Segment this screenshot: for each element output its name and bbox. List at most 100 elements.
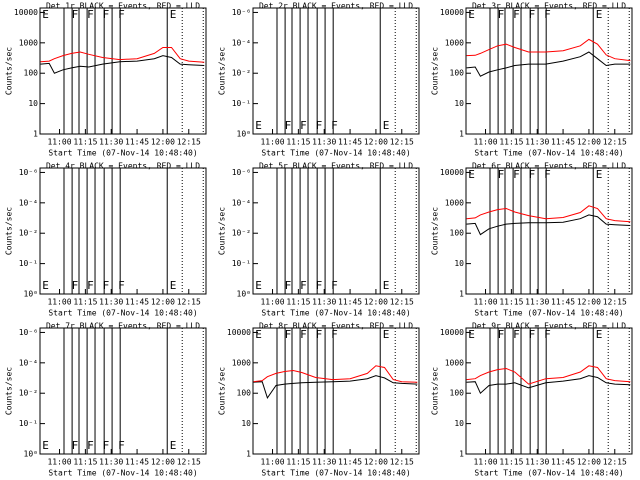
y-tick-label: 1000 (445, 198, 464, 207)
annotation: F (87, 279, 94, 292)
y-tick-label: 100 (24, 69, 39, 78)
y-tick-label: 10000 (14, 8, 38, 17)
series-line (466, 375, 631, 395)
annotation: F (285, 328, 292, 341)
annotation: F (316, 119, 323, 132)
annotation: F (72, 439, 79, 452)
series-line (40, 55, 205, 74)
annotation: F (118, 279, 125, 292)
y-axis-label: Counts/sec (5, 207, 14, 255)
x-axis-label: Start Time (07-Nov-14 10:48:40) (261, 469, 410, 478)
annotation: F (118, 8, 125, 21)
y-axis-label: Counts/sec (5, 367, 14, 415)
x-tick-label: 11:30 (525, 298, 549, 307)
x-tick-label: 11:15 (73, 458, 97, 467)
x-tick-label: 11:00 (260, 138, 284, 147)
annotation: F (316, 328, 323, 341)
chart-title: Det 8r BLACK = Events, RED = LLD (259, 322, 413, 331)
x-tick-label: 11:45 (125, 138, 149, 147)
y-tick-label: 1 (459, 450, 464, 459)
annotation: F (72, 279, 79, 292)
y-tick-label: 10 (241, 419, 251, 428)
series-line (466, 205, 631, 223)
series-line (253, 375, 418, 400)
annotation: F (331, 279, 338, 292)
y-tick-label: 10 (454, 259, 464, 268)
x-tick-label: 12:15 (177, 298, 201, 307)
y-tick-label: 100 (237, 389, 252, 398)
plot-frame (252, 7, 420, 135)
x-tick-label: 11:00 (473, 138, 497, 147)
series-line (40, 47, 205, 63)
y-tick-label: 1 (246, 450, 251, 459)
x-tick-label: 12:15 (177, 138, 201, 147)
y-tick-label: 1 (459, 290, 464, 299)
annotation: F (300, 328, 307, 341)
annotation: F (300, 279, 307, 292)
annotation: F (300, 119, 307, 132)
y-axis-label: Counts/sec (218, 367, 227, 415)
plot-frame (252, 167, 420, 295)
y-tick-label: 10⁻¹ (19, 259, 38, 268)
annotation: E (596, 328, 603, 341)
annotation: E (468, 168, 475, 181)
annotation: E (596, 8, 603, 21)
y-tick-label: 100 (450, 229, 465, 238)
x-tick-label: 11:45 (338, 138, 362, 147)
y-tick-label: 10⁻⁶ (232, 168, 251, 177)
y-tick-label: 1000 (445, 358, 464, 367)
x-axis-label: Start Time (07-Nov-14 10:48:40) (261, 149, 410, 158)
annotation: F (544, 328, 551, 341)
y-tick-label: 10⁻² (19, 229, 38, 238)
y-tick-label: 1 (33, 130, 38, 139)
plot-frame (39, 327, 207, 455)
annotation: E (596, 168, 603, 181)
x-tick-label: 11:30 (312, 138, 336, 147)
y-tick-label: 100 (450, 389, 465, 398)
annotation: E (383, 279, 390, 292)
series-line (466, 38, 631, 62)
x-tick-label: 12:00 (364, 298, 388, 307)
annotation: F (331, 328, 338, 341)
annotation: F (529, 168, 536, 181)
annotation: F (72, 8, 79, 21)
annotation: E (468, 328, 475, 341)
annotation: E (170, 439, 177, 452)
annotation: F (103, 279, 110, 292)
y-tick-label: 100 (450, 69, 465, 78)
x-tick-label: 11:15 (73, 138, 97, 147)
x-tick-label: 11:45 (551, 298, 575, 307)
x-tick-label: 11:30 (525, 458, 549, 467)
plot-frame (465, 327, 633, 455)
plot-frame (39, 167, 207, 295)
y-tick-label: 10 (28, 99, 38, 108)
annotation: F (316, 279, 323, 292)
y-tick-label: 10000 (227, 328, 251, 337)
x-tick-label: 12:15 (603, 138, 627, 147)
x-tick-label: 11:30 (525, 138, 549, 147)
annotation: E (170, 279, 177, 292)
annotation: E (42, 439, 49, 452)
y-tick-label: 10⁻⁴ (19, 198, 38, 207)
y-tick-label: 10⁻¹ (232, 259, 251, 268)
y-tick-label: 10⁻⁶ (19, 168, 38, 177)
y-tick-label: 10⁰ (24, 450, 38, 459)
annotation: E (42, 8, 49, 21)
series-line (253, 365, 418, 383)
y-tick-label: 10⁻² (19, 389, 38, 398)
chart-title: Det 7r BLACK = Events, RED = LLD (46, 322, 200, 331)
annotation: E (255, 328, 262, 341)
y-tick-label: 10000 (440, 168, 464, 177)
series-line (466, 51, 631, 77)
x-tick-label: 11:15 (73, 298, 97, 307)
chart-title: Det 1r BLACK = Events, RED = LLD (46, 2, 200, 11)
x-tick-label: 11:00 (47, 298, 71, 307)
plot-frame (39, 7, 207, 135)
annotation: F (87, 439, 94, 452)
x-tick-label: 11:00 (260, 458, 284, 467)
y-tick-label: 10000 (440, 8, 464, 17)
x-tick-label: 11:30 (312, 458, 336, 467)
y-tick-label: 1000 (19, 38, 38, 47)
x-tick-label: 11:00 (473, 458, 497, 467)
